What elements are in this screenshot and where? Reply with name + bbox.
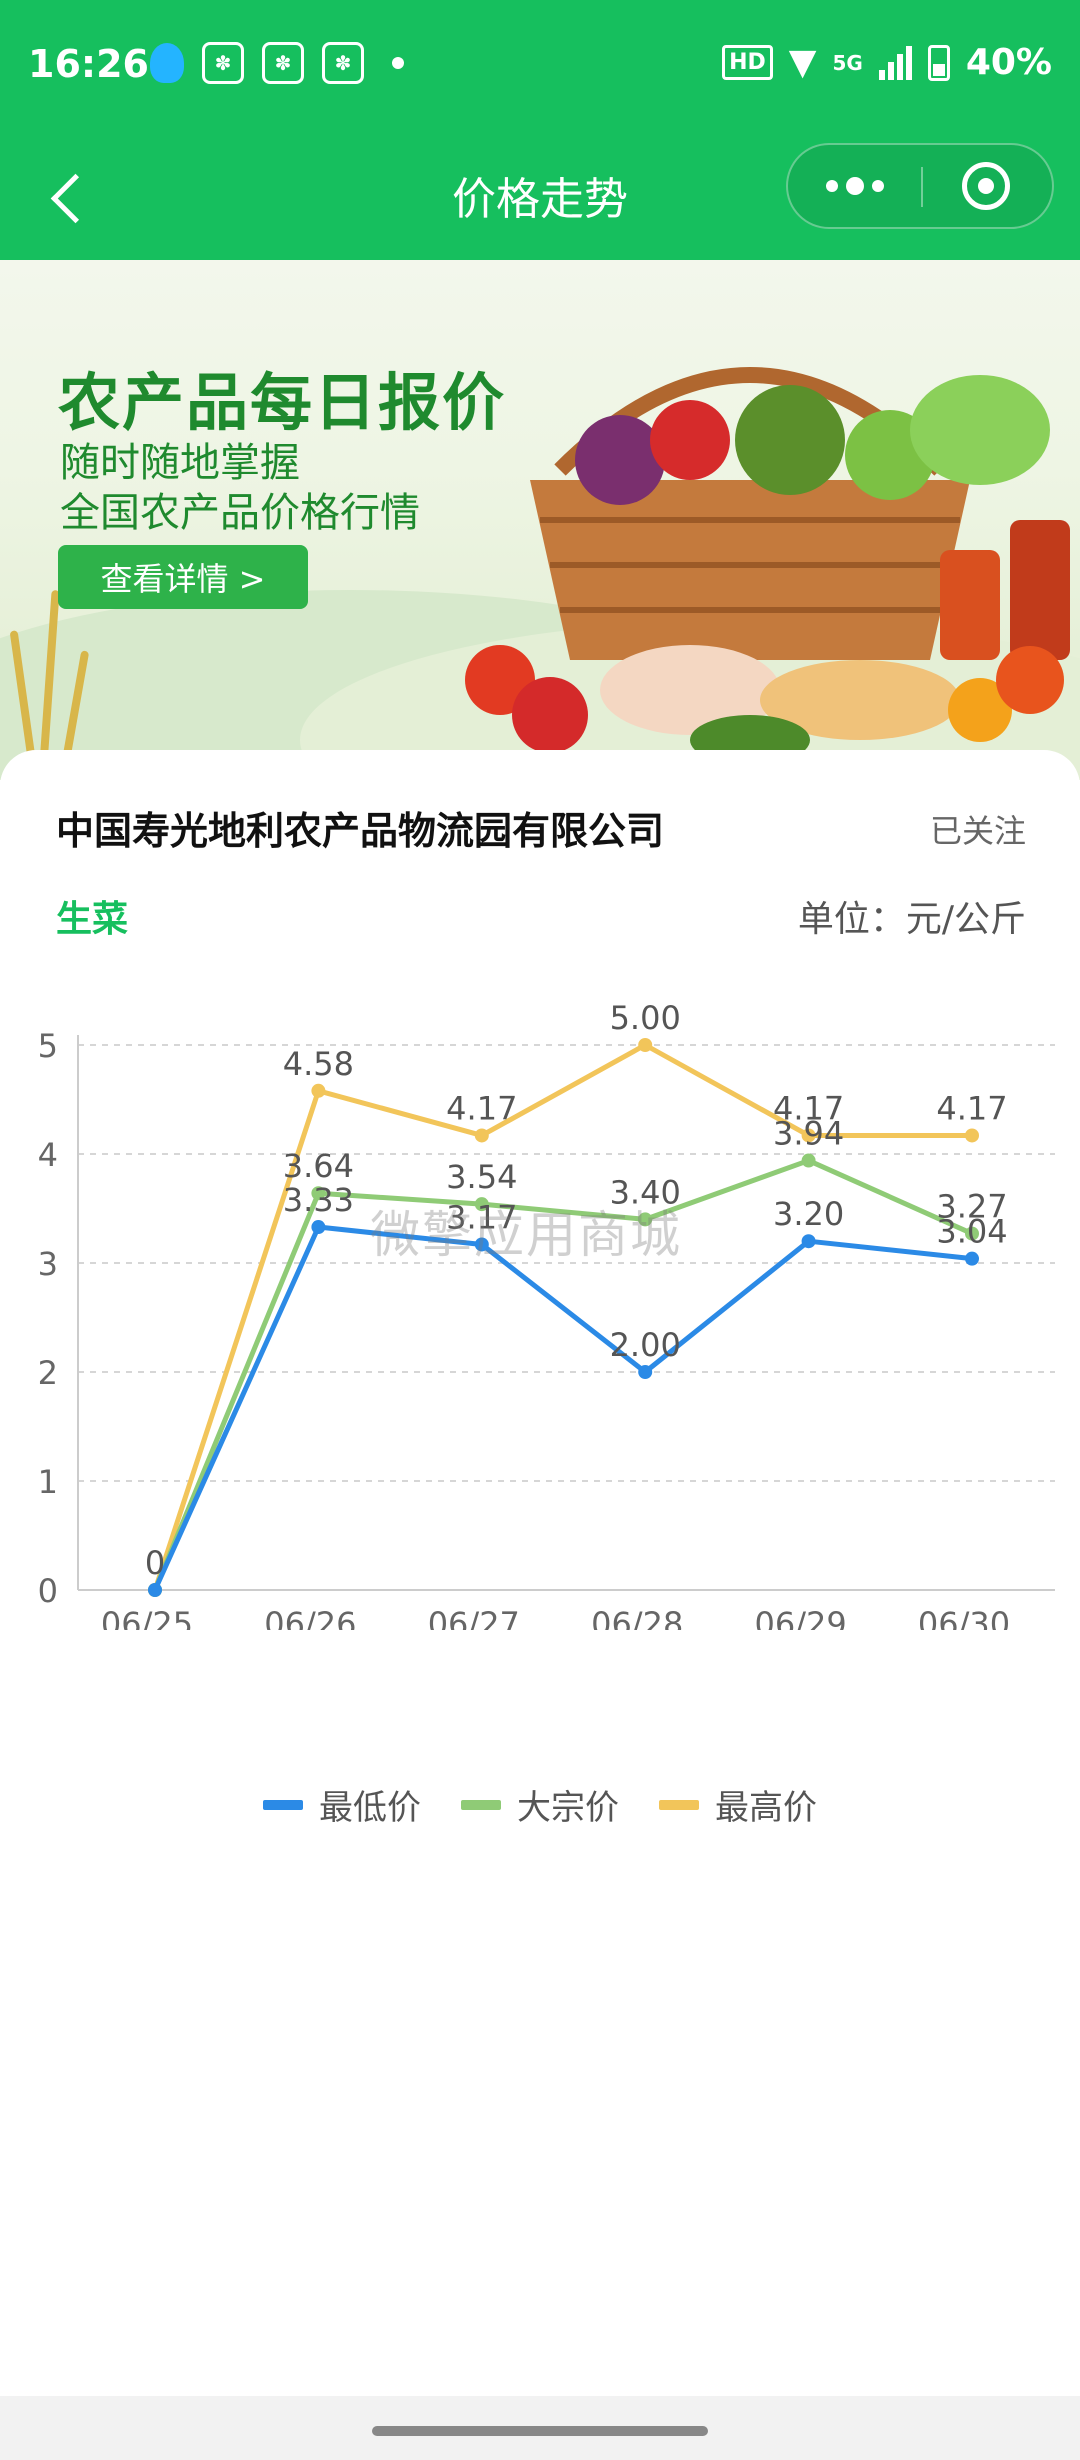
- promo-banner[interactable]: 农产品每日报价 随时随地掌握 全国农产品价格行情 查看详情 >: [0, 260, 1080, 780]
- data-label: 5.00: [610, 999, 681, 1037]
- data-label: 3.27: [936, 1188, 1007, 1226]
- nav-bar: 价格走势: [0, 135, 1080, 260]
- legend-label: 最高价: [715, 1788, 817, 1828]
- battery-percent: 40%: [965, 42, 1052, 83]
- legend-swatch: [659, 1799, 699, 1810]
- y-tick-label: 3: [38, 1245, 58, 1283]
- follow-button[interactable]: 已关注: [929, 812, 1026, 850]
- data-point: [801, 1128, 816, 1143]
- market-name: 中国寿光地利农产品物流园有限公司: [56, 809, 665, 853]
- legend-item-low[interactable]: 最低价: [263, 1780, 421, 1829]
- data-point: [474, 1128, 489, 1143]
- data-label: 3.04: [936, 1213, 1007, 1251]
- data-label: 4.58: [283, 1045, 354, 1083]
- x-tick-label: 06/25: [101, 1605, 193, 1630]
- price-unit: 单位：元/公斤: [797, 899, 1026, 940]
- y-tick-label: 2: [38, 1354, 58, 1392]
- data-label: 4.17: [773, 1089, 844, 1127]
- price-trend-chart: 0 1 2 3 4 5 06/25 06/26 06/27 06/28 06/29 06/30 0 4.5…: [38, 999, 1055, 1630]
- x-tick-label: 06/28: [591, 1605, 683, 1630]
- notification-icons: ✽ ✽ ✽: [150, 42, 404, 84]
- data-point: [638, 1038, 653, 1052]
- banner-title: 农产品每日报价: [58, 366, 507, 439]
- data-label: 4.17: [446, 1089, 517, 1127]
- legend-item-mid[interactable]: 大宗价: [461, 1780, 619, 1829]
- data-label: 3.40: [610, 1173, 681, 1211]
- y-tick-label: 0: [38, 1572, 58, 1610]
- paw-app-icon: ✽: [322, 42, 364, 84]
- data-label: 3.64: [283, 1147, 354, 1185]
- chart-legend: 最低价 大宗价 最高价: [0, 1780, 1080, 1829]
- mini-program-capsule: [786, 143, 1054, 229]
- series-line: [152, 1224, 973, 1592]
- data-point: [311, 1083, 326, 1098]
- data-label: 3.20: [773, 1195, 844, 1233]
- data-label: 4.17: [936, 1089, 1007, 1127]
- wifi-icon: ▼: [788, 42, 817, 83]
- data-point: [311, 1186, 326, 1201]
- more-menu-button[interactable]: [788, 145, 921, 227]
- x-tick-label: 06/30: [918, 1605, 1010, 1630]
- battery-icon: [927, 44, 950, 81]
- data-point: [474, 1237, 489, 1252]
- series-line: [152, 1042, 972, 1591]
- banner-subtitle: 全国农产品价格行情: [60, 490, 420, 536]
- watermark: 微擎应用商城: [370, 1206, 682, 1264]
- view-details-button[interactable]: 查看详情 >: [58, 545, 308, 609]
- hd-icon: HD: [722, 45, 773, 80]
- status-bar: 16:26 ✽ ✽ ✽ HD ▼ 5G 40%: [0, 0, 1080, 135]
- data-point: [801, 1234, 816, 1249]
- vegetable-basket-illustration: [465, 367, 1070, 765]
- network-type: 5G: [832, 50, 863, 75]
- legend-label: 大宗价: [517, 1788, 619, 1828]
- banner-subtitle: 随时随地掌握: [60, 440, 300, 486]
- y-tick-label: 5: [38, 1027, 58, 1065]
- page-title: 价格走势: [452, 174, 628, 225]
- data-label: 3.94: [773, 1115, 844, 1153]
- data-point: [474, 1197, 489, 1212]
- system-nav-area: [0, 2396, 1080, 2460]
- y-tick-label: 4: [38, 1136, 58, 1174]
- series-line: [152, 1158, 974, 1591]
- target-icon: [961, 162, 1010, 210]
- data-point: [965, 1226, 979, 1241]
- close-mini-program-button[interactable]: [919, 145, 1052, 227]
- data-point: [801, 1153, 816, 1168]
- data-point: [638, 1212, 653, 1227]
- data-point: [311, 1220, 326, 1235]
- signal-icon: [878, 45, 912, 80]
- legend-swatch: [461, 1799, 501, 1810]
- legend-swatch: [263, 1799, 303, 1810]
- data-label: 3.17: [446, 1198, 517, 1236]
- legend-label: 最低价: [319, 1788, 421, 1828]
- paw-app-icon: ✽: [262, 42, 304, 84]
- data-label: 3.33: [283, 1181, 354, 1219]
- x-tick-label: 06/29: [754, 1605, 846, 1630]
- more-notifications-icon: [392, 57, 404, 69]
- x-tick-label: 06/27: [428, 1605, 520, 1630]
- price-card: 中国寿光地利农产品物流园有限公司 已关注 生菜 单位：元/公斤 0 1 2 3 4 5 06…: [0, 750, 1080, 2400]
- product-name: 生菜: [56, 899, 129, 940]
- data-label: 0: [145, 1544, 165, 1582]
- paw-app-icon: ✽: [202, 42, 244, 84]
- status-time: 16:26: [28, 42, 149, 86]
- qq-icon: [150, 43, 184, 83]
- data-point: [148, 1583, 162, 1597]
- home-indicator[interactable]: [372, 2426, 708, 2436]
- status-right: HD ▼ 5G 40%: [722, 42, 1052, 83]
- legend-item-high[interactable]: 最高价: [659, 1780, 817, 1829]
- data-label: 3.54: [446, 1158, 517, 1196]
- y-tick-label: 1: [38, 1463, 58, 1501]
- data-point: [965, 1128, 979, 1143]
- data-label: 2.00: [610, 1326, 681, 1364]
- data-point: [965, 1251, 979, 1266]
- data-point: [638, 1365, 653, 1379]
- x-tick-label: 06/26: [264, 1605, 356, 1630]
- capsule-divider: [921, 167, 923, 207]
